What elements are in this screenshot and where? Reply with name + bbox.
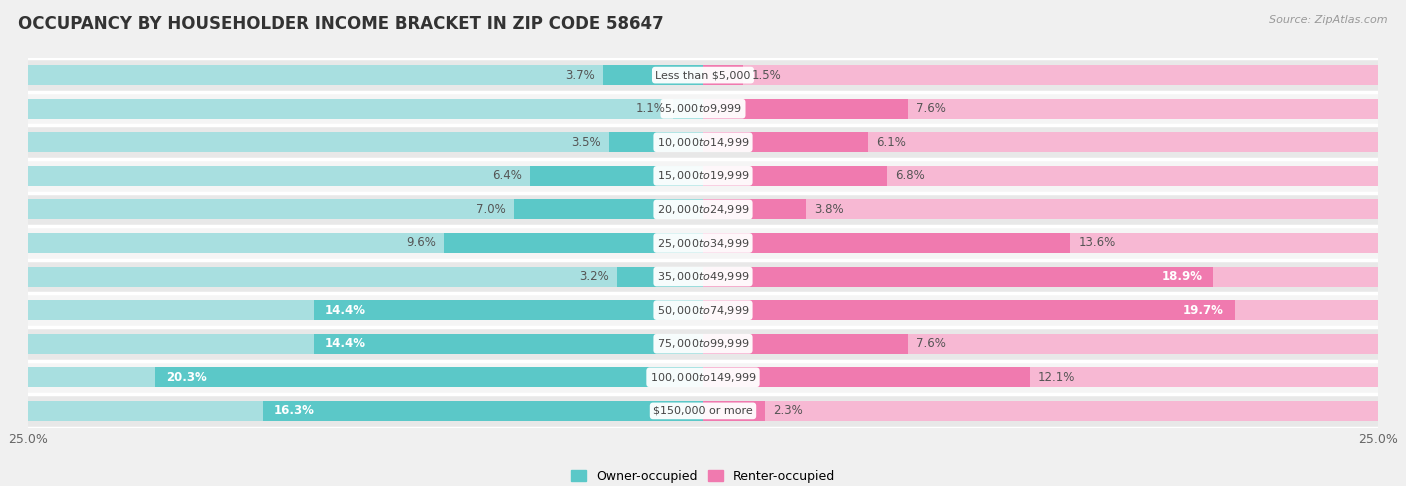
Bar <box>515 199 703 220</box>
Text: $15,000 to $19,999: $15,000 to $19,999 <box>657 169 749 182</box>
Bar <box>28 334 703 354</box>
Text: 3.8%: 3.8% <box>814 203 844 216</box>
Bar <box>28 260 1378 294</box>
Text: 12.1%: 12.1% <box>1038 371 1076 384</box>
Text: Less than $5,000: Less than $5,000 <box>655 70 751 80</box>
Bar <box>703 300 1234 320</box>
Text: 14.4%: 14.4% <box>325 304 366 317</box>
Text: $25,000 to $34,999: $25,000 to $34,999 <box>657 237 749 249</box>
Text: 3.2%: 3.2% <box>579 270 609 283</box>
Bar <box>28 401 703 421</box>
Bar <box>28 367 703 387</box>
Text: $20,000 to $24,999: $20,000 to $24,999 <box>657 203 749 216</box>
Bar <box>28 132 703 152</box>
Bar <box>28 394 1378 428</box>
Text: 1.5%: 1.5% <box>752 69 782 82</box>
Bar <box>28 233 703 253</box>
Bar <box>28 300 703 320</box>
Text: 7.6%: 7.6% <box>917 102 946 115</box>
Bar <box>703 199 806 220</box>
Bar <box>703 99 1378 119</box>
Text: $150,000 or more: $150,000 or more <box>654 406 752 416</box>
Text: $10,000 to $14,999: $10,000 to $14,999 <box>657 136 749 149</box>
Bar <box>703 367 1029 387</box>
Bar <box>28 65 703 85</box>
Bar <box>28 199 703 220</box>
Bar <box>28 226 1378 260</box>
Bar <box>530 166 703 186</box>
Text: 1.1%: 1.1% <box>636 102 665 115</box>
Bar <box>28 266 703 287</box>
Text: OCCUPANCY BY HOUSEHOLDER INCOME BRACKET IN ZIP CODE 58647: OCCUPANCY BY HOUSEHOLDER INCOME BRACKET … <box>18 15 664 33</box>
Bar <box>28 159 1378 192</box>
Text: 3.7%: 3.7% <box>565 69 595 82</box>
Bar <box>703 65 1378 85</box>
Bar <box>703 300 1378 320</box>
Bar <box>703 233 1070 253</box>
Bar <box>609 132 703 152</box>
Text: 7.0%: 7.0% <box>477 203 506 216</box>
Bar <box>28 192 1378 226</box>
Text: $50,000 to $74,999: $50,000 to $74,999 <box>657 304 749 317</box>
Bar <box>703 132 1378 152</box>
Bar <box>28 58 1378 92</box>
Bar <box>703 266 1378 287</box>
Text: 3.5%: 3.5% <box>571 136 600 149</box>
Text: Source: ZipAtlas.com: Source: ZipAtlas.com <box>1270 15 1388 25</box>
Text: 6.8%: 6.8% <box>894 169 924 182</box>
Bar <box>703 65 744 85</box>
Bar <box>315 300 703 320</box>
Text: 14.4%: 14.4% <box>325 337 366 350</box>
Bar <box>703 401 1378 421</box>
Bar <box>617 266 703 287</box>
Bar <box>703 367 1378 387</box>
Text: 19.7%: 19.7% <box>1182 304 1225 317</box>
Bar <box>603 65 703 85</box>
Bar <box>703 99 908 119</box>
Bar <box>703 334 1378 354</box>
Bar <box>703 233 1378 253</box>
Bar <box>703 199 1378 220</box>
Bar <box>703 132 868 152</box>
Text: 7.6%: 7.6% <box>917 337 946 350</box>
Bar <box>28 327 1378 361</box>
Bar <box>28 99 703 119</box>
Text: $100,000 to $149,999: $100,000 to $149,999 <box>650 371 756 384</box>
Bar <box>703 166 887 186</box>
Bar <box>673 99 703 119</box>
Legend: Owner-occupied, Renter-occupied: Owner-occupied, Renter-occupied <box>567 465 839 486</box>
Text: 18.9%: 18.9% <box>1161 270 1202 283</box>
Text: 6.4%: 6.4% <box>492 169 522 182</box>
Bar <box>28 361 1378 394</box>
Bar <box>28 166 703 186</box>
Text: 13.6%: 13.6% <box>1078 237 1115 249</box>
Text: $35,000 to $49,999: $35,000 to $49,999 <box>657 270 749 283</box>
Text: 2.3%: 2.3% <box>773 404 803 417</box>
Bar <box>28 294 1378 327</box>
Text: 16.3%: 16.3% <box>274 404 315 417</box>
Text: 9.6%: 9.6% <box>406 237 436 249</box>
Bar <box>315 334 703 354</box>
Bar <box>444 233 703 253</box>
Bar <box>703 401 765 421</box>
Bar <box>28 92 1378 125</box>
Bar <box>155 367 703 387</box>
Bar <box>703 266 1213 287</box>
Text: 20.3%: 20.3% <box>166 371 207 384</box>
Text: $75,000 to $99,999: $75,000 to $99,999 <box>657 337 749 350</box>
Bar <box>703 334 908 354</box>
Bar <box>263 401 703 421</box>
Bar <box>703 166 1378 186</box>
Text: 6.1%: 6.1% <box>876 136 905 149</box>
Text: $5,000 to $9,999: $5,000 to $9,999 <box>664 102 742 115</box>
Bar <box>28 125 1378 159</box>
